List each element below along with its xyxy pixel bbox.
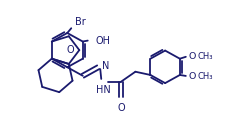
Text: CH₃: CH₃ bbox=[198, 72, 213, 81]
Text: O: O bbox=[117, 102, 125, 112]
Text: HN: HN bbox=[96, 84, 111, 94]
Text: N: N bbox=[102, 61, 110, 71]
Text: Br: Br bbox=[75, 17, 86, 27]
Text: O: O bbox=[189, 72, 196, 81]
Text: OH: OH bbox=[96, 35, 111, 45]
Text: CH₃: CH₃ bbox=[198, 52, 213, 61]
Text: O: O bbox=[189, 52, 196, 61]
Text: O: O bbox=[67, 45, 74, 55]
